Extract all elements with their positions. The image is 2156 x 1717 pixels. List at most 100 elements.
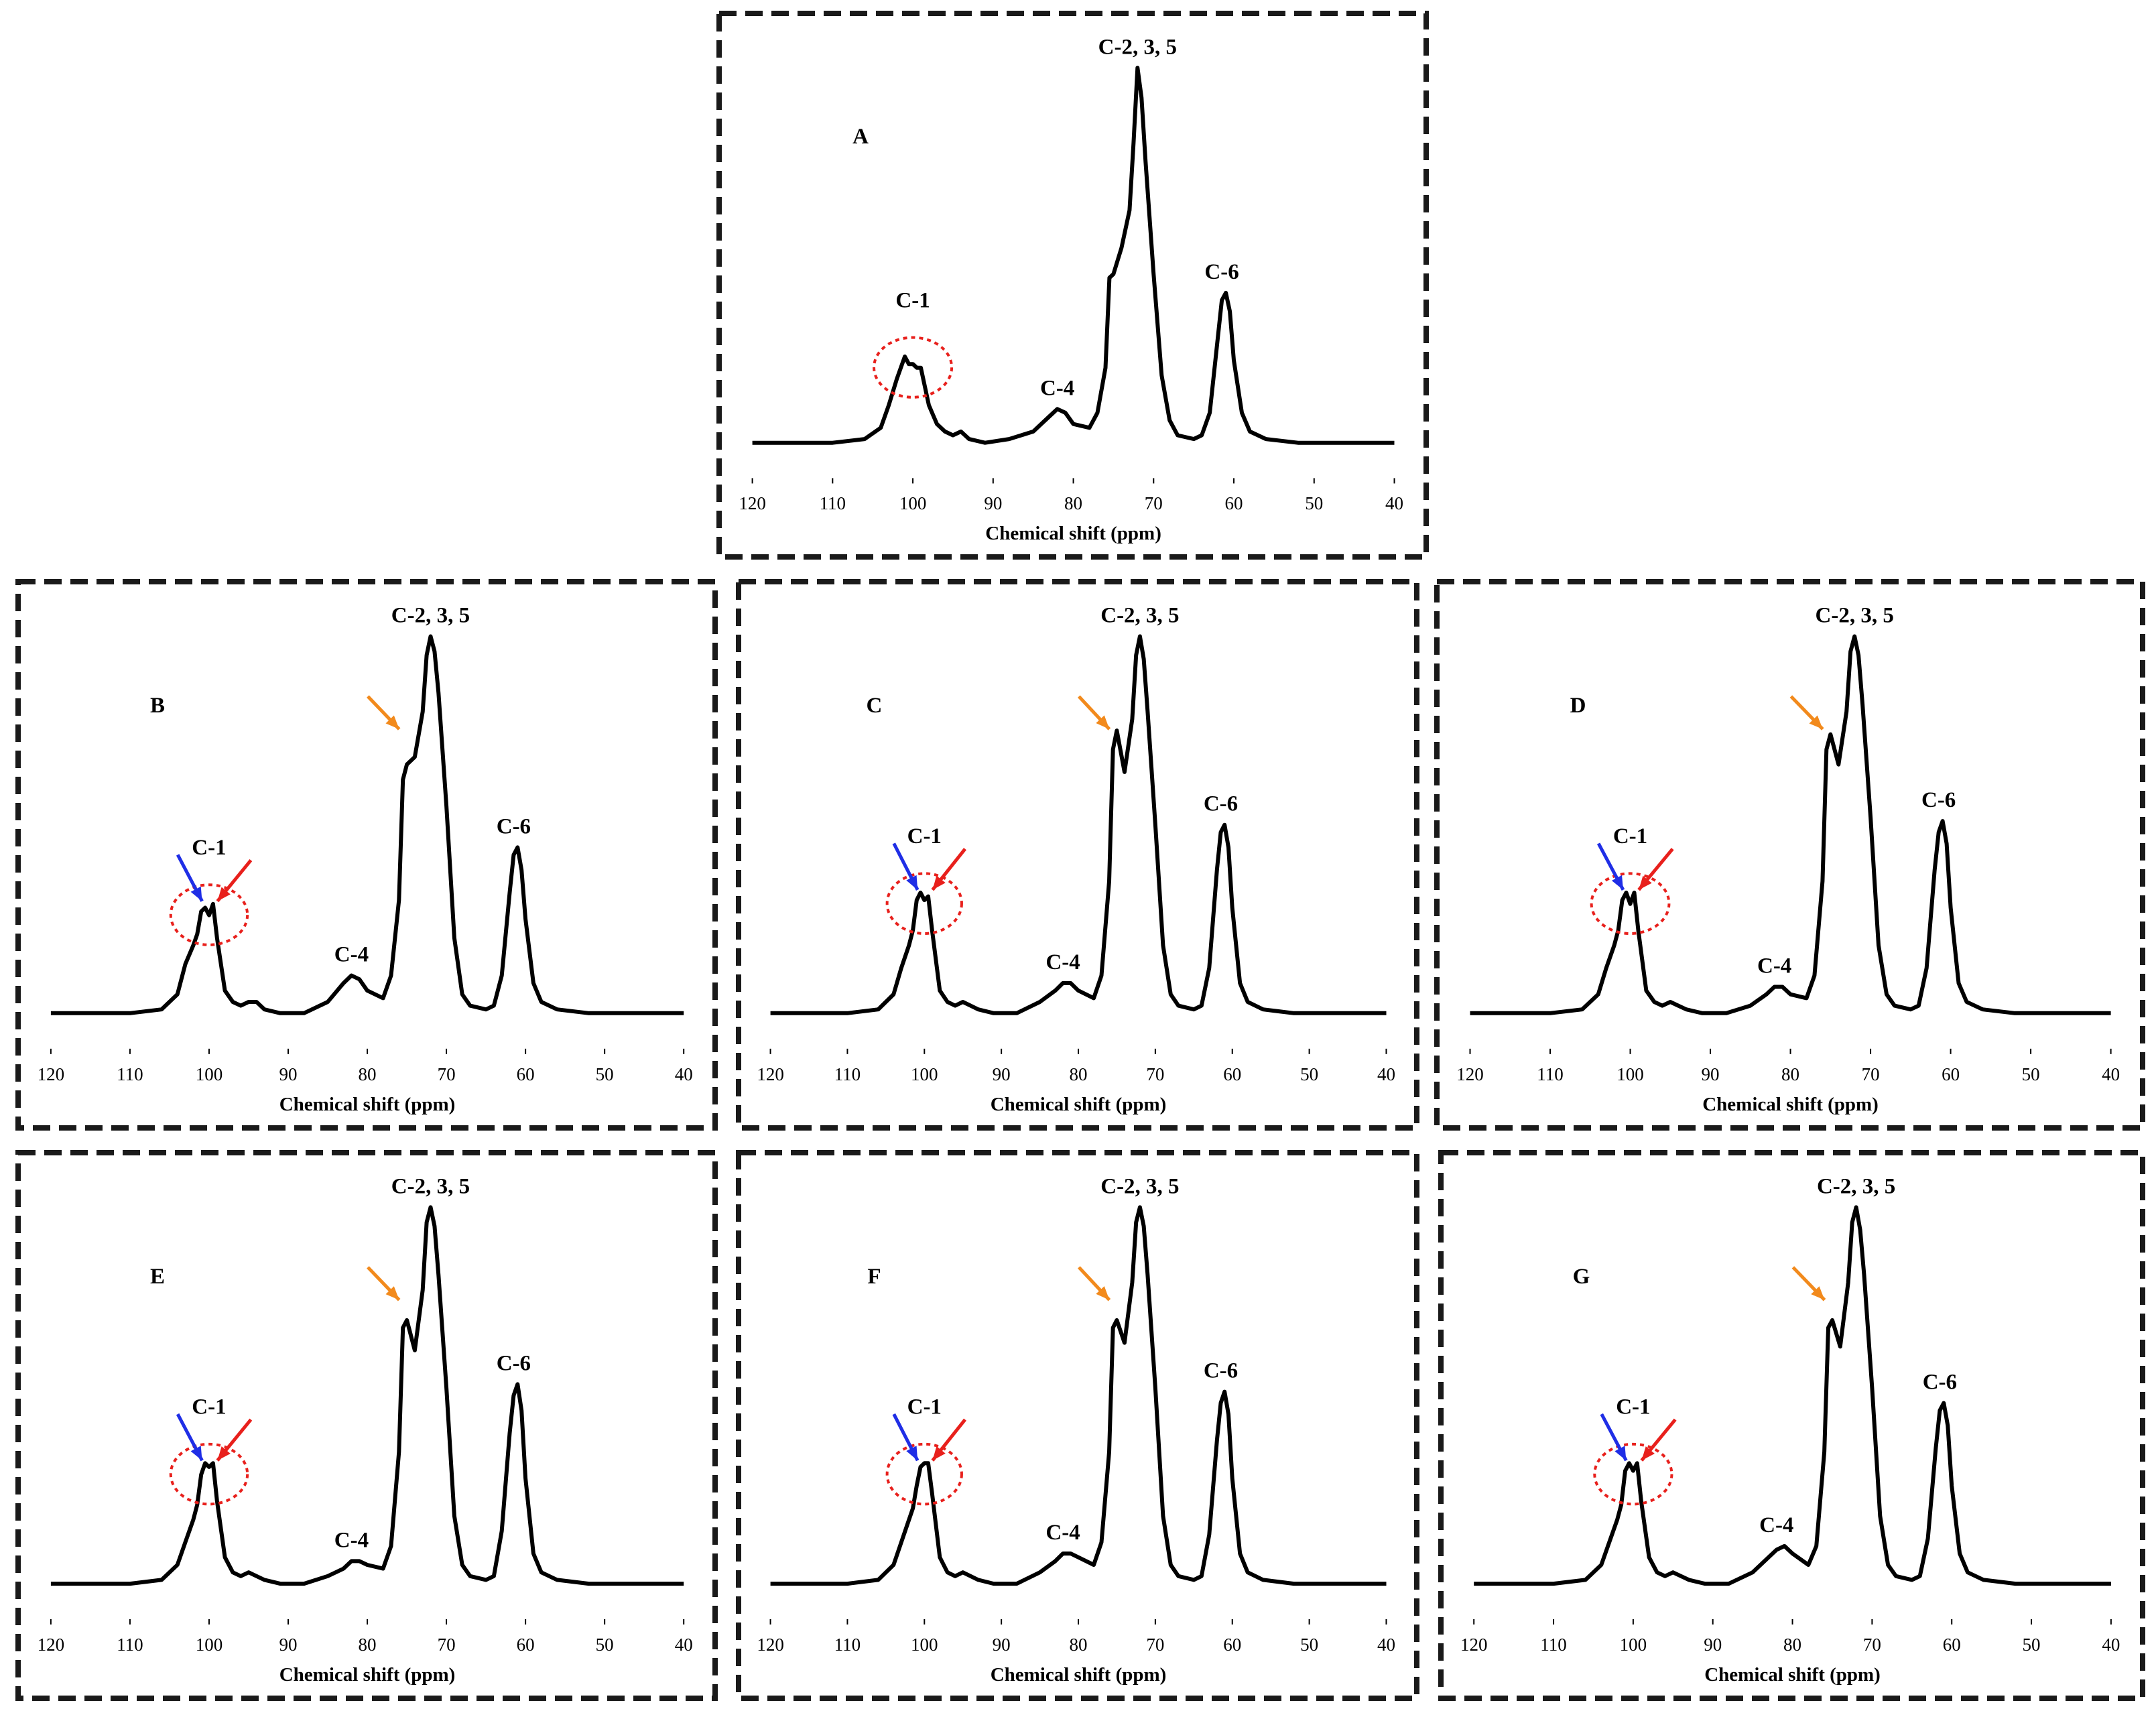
arrow-head (1096, 1286, 1110, 1300)
panel-letter: E (150, 1265, 165, 1289)
x-tick-label: 60 (1223, 1635, 1241, 1655)
x-tick-label: 40 (2102, 1635, 2120, 1655)
x-tick-label: 90 (1702, 1064, 1720, 1084)
peak-label: C-4 (334, 1528, 369, 1552)
x-tick-label: 40 (1377, 1064, 1395, 1084)
x-axis-label: Chemical shift (ppm) (985, 523, 1161, 544)
peak-label: C-4 (1757, 954, 1791, 978)
x-axis-label: Chemical shift (ppm) (991, 1664, 1167, 1686)
x-tick-label: 100 (911, 1635, 938, 1655)
peak-label: C-1 (907, 1395, 942, 1419)
x-axis-label: Chemical shift (ppm) (991, 1094, 1167, 1115)
x-tick-label: 90 (993, 1635, 1011, 1655)
x-tick-label: 100 (196, 1064, 223, 1084)
x-tick-label: 80 (1070, 1635, 1088, 1655)
x-tick-label: 100 (1620, 1635, 1647, 1655)
peak-label: C-4 (334, 943, 369, 967)
x-tick-label: 40 (2102, 1064, 2120, 1084)
peak-label: C-1 (192, 1395, 226, 1419)
x-tick-label: 120 (757, 1064, 784, 1084)
peak-label: C-6 (497, 1351, 531, 1375)
x-tick-label: 60 (1223, 1064, 1241, 1084)
x-tick-label: 50 (1300, 1635, 1318, 1655)
highlight-circle (169, 1442, 249, 1506)
peak-label: C-4 (1045, 950, 1080, 974)
spectrum-line (50, 1205, 684, 1586)
x-tick-label: 50 (2023, 1635, 2041, 1655)
x-tick-label: 80 (359, 1064, 377, 1084)
highlight-circle (1593, 1442, 1673, 1506)
x-tick-label: 110 (117, 1635, 143, 1655)
arrow-head (217, 887, 231, 901)
x-tick-label: 40 (1385, 493, 1403, 513)
x-tick-label: 100 (196, 1635, 223, 1655)
x-tick-label: 80 (1064, 493, 1082, 513)
arrow-head (1641, 1446, 1655, 1461)
x-tick-label: 110 (834, 1064, 861, 1084)
x-tick-label: 90 (984, 493, 1002, 513)
peak-label: C-6 (1923, 1371, 1957, 1395)
spectrum-line (770, 1205, 1387, 1586)
panel-letter: D (1570, 694, 1586, 718)
x-tick-label: 80 (1783, 1635, 1801, 1655)
x-tick-label: 70 (438, 1635, 456, 1655)
x-tick-label: 90 (993, 1064, 1011, 1084)
x-tick-label: 120 (1460, 1635, 1488, 1655)
x-tick-label: 70 (1863, 1635, 1881, 1655)
x-tick-label: 120 (739, 493, 766, 513)
peak-label: C-2, 3, 5 (1817, 1174, 1895, 1198)
panel-border (716, 11, 1429, 560)
x-tick-label: 110 (1537, 1064, 1564, 1084)
arrow-head (932, 875, 946, 890)
panel-letter: B (150, 694, 165, 718)
x-tick-label: 100 (899, 493, 927, 513)
x-tick-label: 120 (757, 1635, 784, 1655)
peak-label: C-1 (1616, 1395, 1650, 1419)
x-tick-label: 100 (911, 1064, 938, 1084)
peak-label: C-2, 3, 5 (1098, 35, 1177, 59)
x-tick-label: 40 (675, 1635, 693, 1655)
x-tick-label: 110 (820, 493, 846, 513)
panel-border (1438, 1150, 2145, 1701)
x-tick-label: 60 (517, 1635, 535, 1655)
x-tick-label: 90 (279, 1064, 298, 1084)
arrow-head (190, 886, 202, 901)
x-tick-label: 50 (596, 1635, 614, 1655)
arrow-head (1611, 875, 1623, 890)
x-tick-label: 120 (38, 1064, 65, 1084)
peak-label: C-2, 3, 5 (1100, 1174, 1179, 1198)
panel-border (15, 579, 718, 1131)
peak-label: C-6 (1204, 792, 1238, 816)
x-axis-label: Chemical shift (ppm) (1702, 1094, 1879, 1115)
x-tick-label: 50 (1300, 1064, 1318, 1084)
spectrum-line (50, 634, 684, 1015)
x-tick-label: 110 (834, 1635, 861, 1655)
arrow-head (906, 1446, 918, 1461)
x-tick-label: 60 (1225, 493, 1243, 513)
x-tick-label: 110 (117, 1064, 143, 1084)
arrow-head (217, 1446, 231, 1461)
x-tick-label: 70 (438, 1064, 456, 1084)
x-tick-label: 70 (1862, 1064, 1880, 1084)
peak-label: C-6 (1204, 260, 1239, 284)
x-tick-label: 80 (1781, 1064, 1799, 1084)
peak-label: C-4 (1040, 377, 1074, 401)
panel-border (1434, 579, 2145, 1131)
peak-label: C-1 (895, 288, 930, 312)
arrow-head (932, 1446, 946, 1461)
peak-label: C-6 (1921, 788, 1956, 812)
panel-border (736, 1150, 1419, 1701)
peak-label: C-2, 3, 5 (1816, 604, 1894, 628)
x-tick-label: 80 (1070, 1064, 1088, 1084)
x-tick-label: 40 (1377, 1635, 1395, 1655)
spectrum-line (770, 634, 1387, 1015)
arrow-head (1096, 715, 1110, 730)
arrow-head (1614, 1446, 1627, 1461)
x-tick-label: 90 (1704, 1635, 1722, 1655)
panel-letter: C (866, 694, 882, 718)
peak-label: C-4 (1045, 1521, 1080, 1545)
panel-border (15, 1150, 718, 1701)
x-tick-label: 110 (1540, 1635, 1567, 1655)
